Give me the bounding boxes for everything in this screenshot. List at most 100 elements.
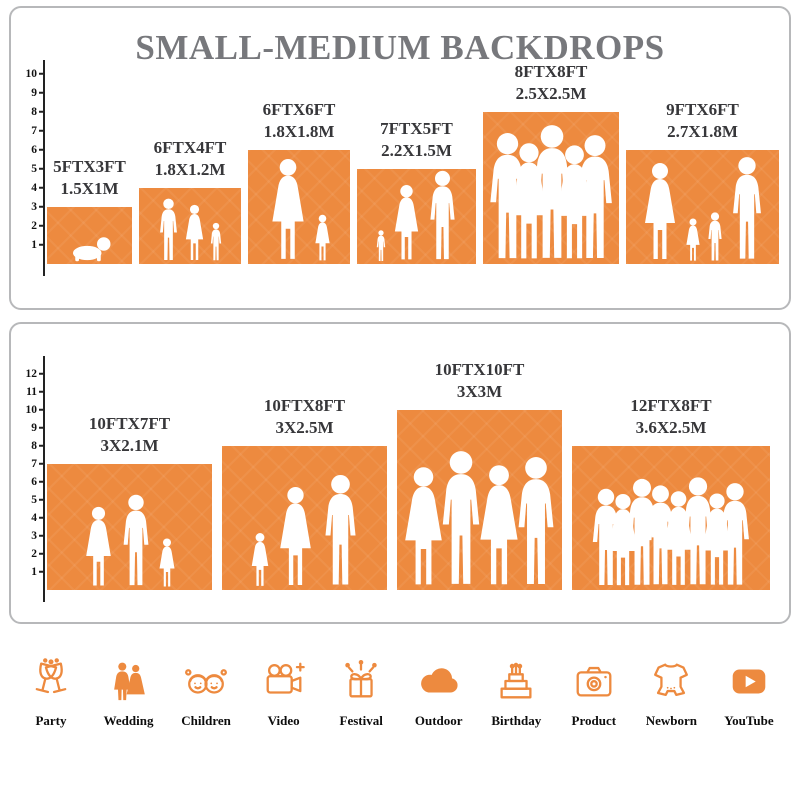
- man-silhouette: [320, 474, 361, 588]
- category-outdoor: Outdoor: [402, 658, 476, 729]
- girl-silhouette: [684, 218, 702, 262]
- category-birthday: Birthday: [479, 658, 553, 729]
- silhouette-group: [628, 156, 777, 262]
- silhouette-group: [359, 170, 474, 262]
- category-label: Outdoor: [414, 713, 463, 728]
- large-backdrops-panel: 1 2 3 4 5 6 7 8 9 10 11 12 10FTX7FT 3X2.…: [9, 322, 791, 624]
- ruler-tick: 7: [31, 124, 37, 137]
- category-product: Product: [557, 658, 631, 729]
- silhouette-group: [574, 476, 768, 588]
- size-m: 3X3M: [456, 381, 503, 401]
- ruler-tick: 2: [31, 547, 37, 560]
- silhouette-group: [224, 474, 385, 588]
- backdrop-bar-6ftx6ft: 6FTX6FT 1.8X1.8M: [248, 100, 350, 264]
- category-video: Video: [247, 658, 321, 729]
- girl-silhouette: [209, 222, 223, 262]
- size-ft: 7FTX5FT: [380, 118, 453, 138]
- children-icon: [185, 669, 228, 694]
- size-ft: 9FTX6FT: [666, 99, 739, 119]
- page-title: SMALL-MEDIUM BACKDROPS: [135, 28, 665, 67]
- woman-silhouette: [275, 486, 316, 588]
- backdrop-size-label: 10FTX10FT 3X3M: [435, 359, 525, 403]
- man-silhouette: [512, 456, 560, 588]
- backdrop-bar-10ftx8ft: 10FTX8FT 3X2.5M: [222, 396, 387, 590]
- man-silhouette: [119, 494, 153, 588]
- bottom-ruler: 1 2 3 4 5 6 7 8 9 10 11 12: [19, 356, 45, 602]
- video-icon: [266, 662, 305, 694]
- backdrop-bar-10ftx7ft: 10FTX7FT 3X2.1M: [47, 414, 212, 590]
- category-label: Video: [267, 713, 300, 728]
- category-label: Festival: [339, 713, 383, 728]
- woman-silhouette: [391, 184, 422, 262]
- size-m: 2.2X1.5M: [381, 140, 452, 160]
- ruler-tick: 4: [31, 511, 37, 524]
- ruler-tick: 3: [31, 529, 37, 542]
- ruler-tick: 6: [31, 143, 37, 156]
- boy-silhouette: [706, 212, 724, 262]
- backdrop-size-label: 5FTX3FT 1.5X1M: [53, 156, 126, 200]
- ruler-tick: 5: [31, 493, 37, 506]
- top-bars-row: 5FTX3FT 1.5X1M 6FTX4FT 1.8X1.2M 6FTX6FT …: [47, 62, 779, 264]
- category-party: Party: [14, 658, 88, 729]
- silhouette-group: [485, 124, 617, 262]
- backdrop-size-label: 8FTX8FT 2.5X2.5M: [515, 61, 588, 105]
- size-m: 3X2.1M: [100, 435, 159, 455]
- size-m: 3.6X2.5M: [635, 417, 707, 437]
- woman-silhouette: [640, 162, 680, 262]
- backdrop-size-label: 6FTX4FT 1.8X1.2M: [154, 137, 227, 181]
- wedding-icon: [113, 662, 145, 701]
- ruler-tick: 3: [31, 200, 37, 213]
- size-ft: 10FTX10FT: [434, 359, 525, 379]
- category-label: Birthday: [491, 713, 542, 728]
- ruler-tick: 9: [31, 421, 37, 434]
- category-newborn: Newborn: [634, 658, 708, 729]
- ruler-tick: 8: [31, 105, 37, 118]
- category-wedding: Wedding: [92, 658, 166, 729]
- party-icon: [35, 658, 67, 694]
- backdrop-size-label: 12FTX8FT 3.6X2.5M: [630, 395, 711, 439]
- backdrop-size-label: 6FTX6FT 1.8X1.8M: [263, 99, 336, 143]
- backdrop-bar-8ftx8ft: 8FTX8FT 2.5X2.5M: [483, 62, 619, 264]
- size-m: 2.5X2.5M: [515, 83, 587, 103]
- backdrop-bar-7ftx5ft: 7FTX5FT 2.2X1.5M: [357, 119, 476, 264]
- ruler-tick: 11: [26, 385, 37, 398]
- man-silhouette: [157, 198, 180, 262]
- ruler-tick: 10: [25, 67, 38, 80]
- category-festival: Festival: [324, 658, 398, 729]
- size-m: 1.8X1.8M: [263, 121, 335, 141]
- silhouette-group: [250, 158, 348, 262]
- size-ft: 6FTX6FT: [262, 99, 336, 119]
- crawling-baby-silhouette: [67, 235, 112, 262]
- small-medium-backdrops-panel: SMALL-MEDIUM BACKDROPS 1 2 3 4 5 6 7 8 9…: [9, 6, 791, 310]
- ruler-tick: 12: [25, 367, 38, 380]
- festival-icon: [345, 660, 377, 698]
- product-icon: [576, 666, 612, 697]
- outdoor-icon: [420, 668, 458, 693]
- toddler-silhouette: [375, 230, 387, 262]
- size-m: 2.7X1.8M: [667, 121, 738, 141]
- category-youtube: YouTube: [712, 658, 786, 729]
- backdrop-bar-9ftx6ft: 9FTX6FT 2.7X1.8M: [626, 100, 779, 264]
- ruler-tick: 2: [31, 219, 37, 232]
- girl-silhouette: [249, 532, 271, 588]
- size-ft: 10FTX8FT: [263, 395, 346, 415]
- man-silhouette: [716, 482, 754, 588]
- silhouette-group: [49, 494, 210, 588]
- ruler-tick: 1: [31, 565, 37, 578]
- girl-silhouette: [157, 538, 177, 588]
- category-row: Party Wedding Children Video: [14, 658, 786, 729]
- ruler-tick: 7: [31, 457, 37, 470]
- backdrop-bar-10ftx10ft: 10FTX10FT 3X3M: [397, 360, 562, 590]
- woman-silhouette: [82, 506, 115, 588]
- man-silhouette: [728, 156, 766, 262]
- size-m: 1.5X1M: [60, 178, 119, 198]
- backdrop-size-label: 7FTX5FT 2.2X1.5M: [380, 118, 453, 162]
- bottom-bars-row: 10FTX7FT 3X2.1M 10FTX8FT 3X2.5M 10FT: [47, 360, 770, 590]
- category-children: Children: [169, 658, 243, 729]
- woman-with-baby-silhouette: [267, 158, 309, 262]
- backdrop-size-label: 10FTX8FT 3X2.5M: [264, 395, 345, 439]
- man-silhouette: [572, 134, 618, 262]
- size-ft: 8FTX8FT: [514, 61, 588, 81]
- category-label: Wedding: [103, 713, 154, 728]
- ruler-tick: 8: [31, 439, 37, 452]
